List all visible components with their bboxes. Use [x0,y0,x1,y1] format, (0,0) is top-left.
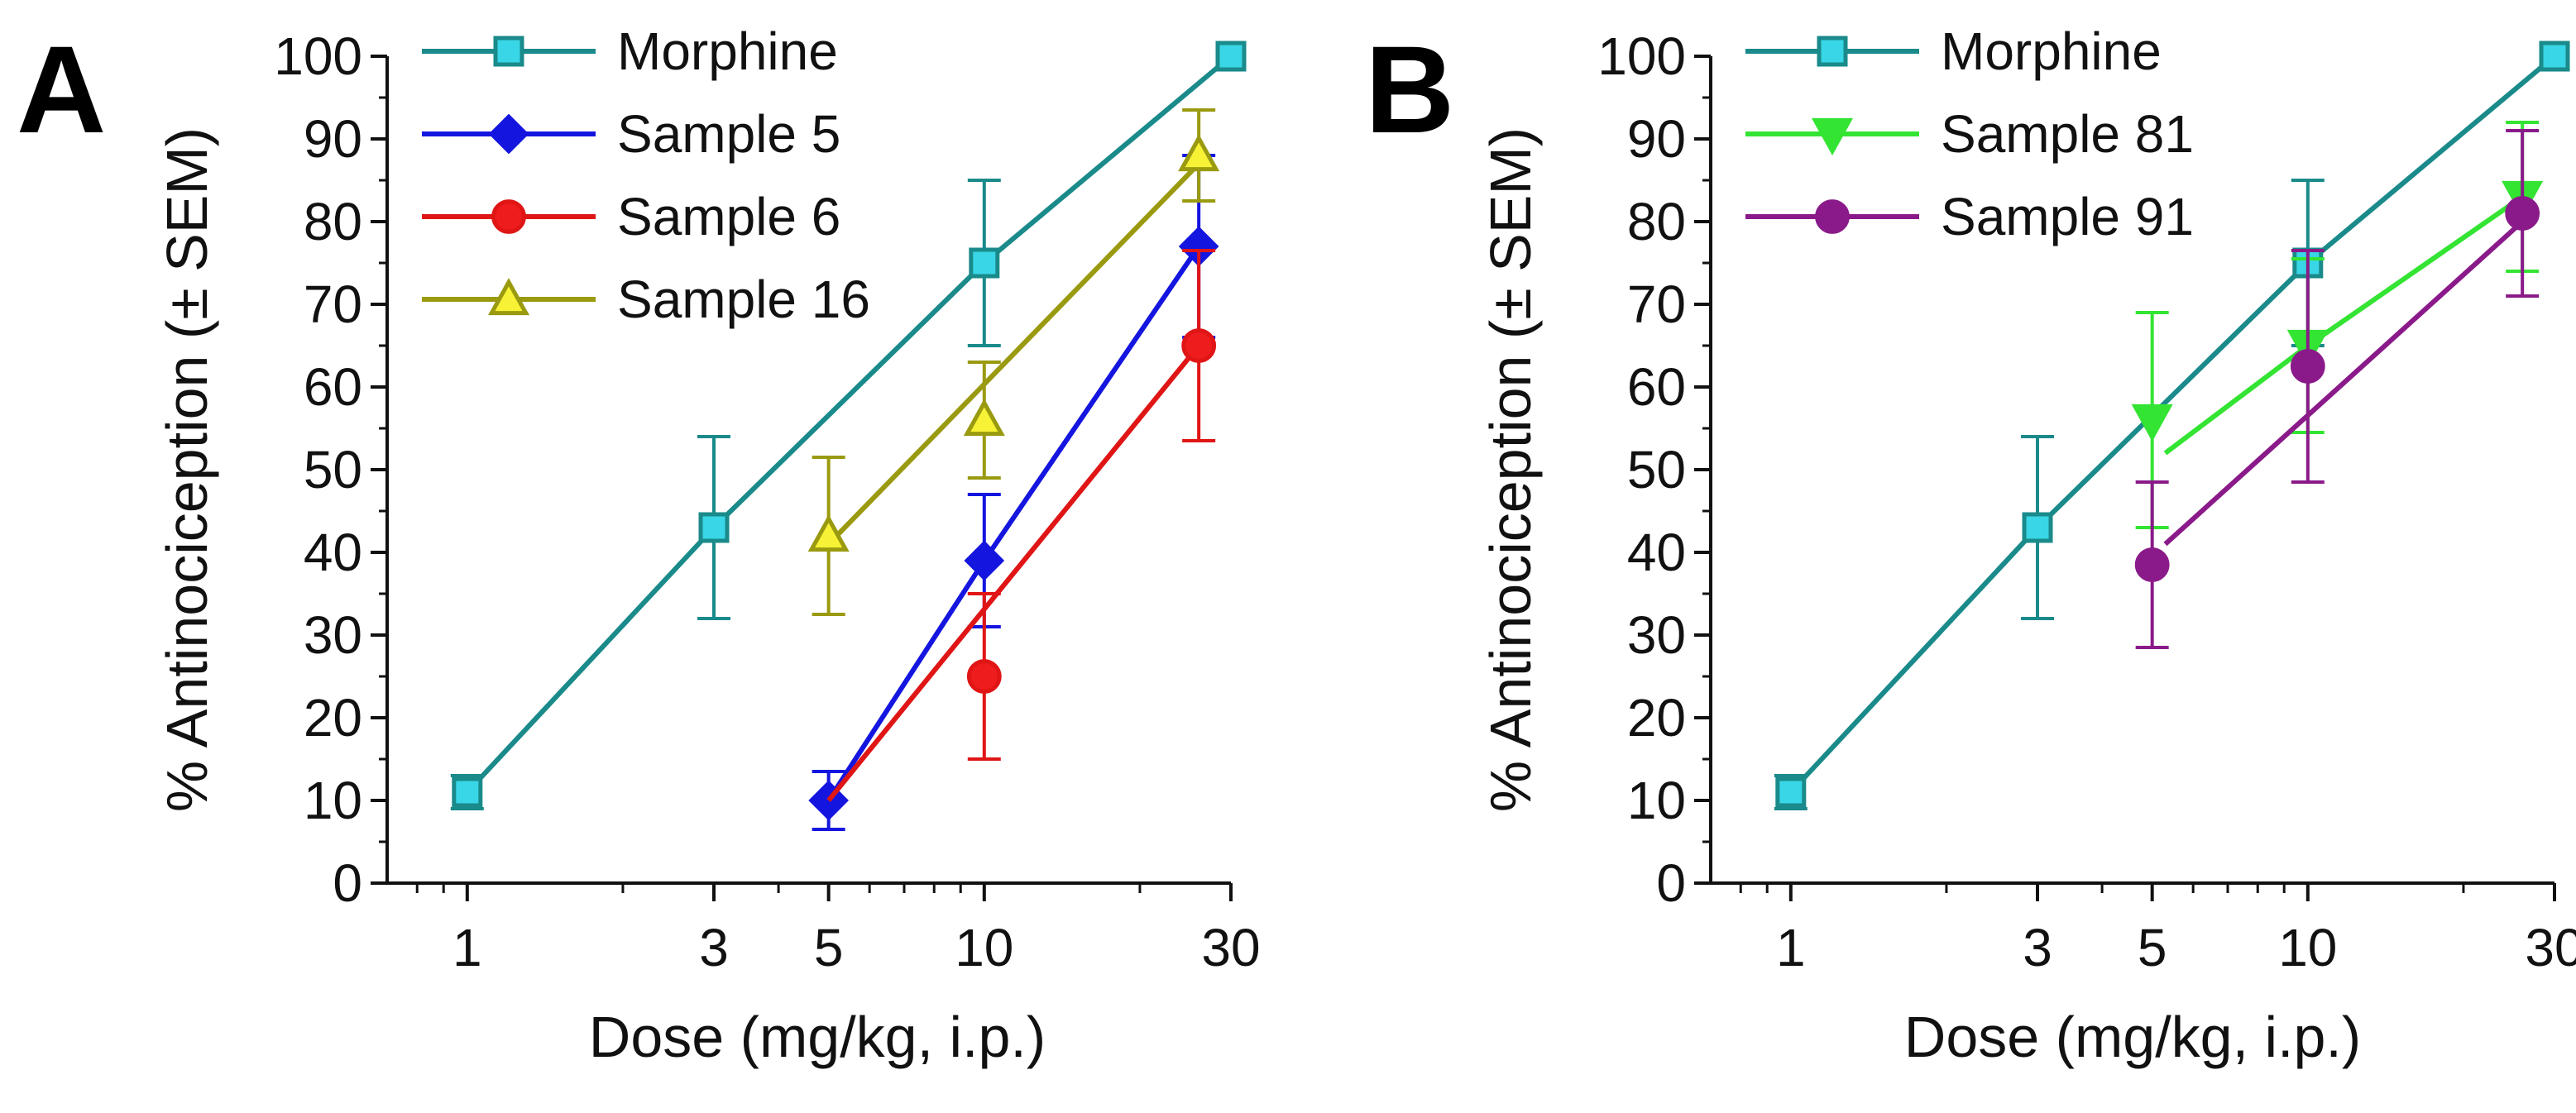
x-tick-label: 3 [2023,918,2052,977]
y-tick-label: 90 [1627,109,1686,169]
y-tick-label: 90 [304,109,362,169]
x-tick-label: 3 [699,918,729,977]
legend-b: Morphine Sample 81 Sample 91 [1745,21,2194,246]
y-tick-label: 20 [304,688,362,748]
legend-marker [1817,36,1848,67]
series-line [465,54,1233,795]
data-point [2505,196,2540,231]
y-tick-label: 70 [304,275,362,334]
data-point [2022,512,2053,543]
series-sample-91 [2134,129,2540,649]
data-point [966,659,1002,694]
y-tick-label: 30 [1627,605,1686,665]
y-tick-label: 100 [1597,26,1686,86]
panel-label-a: A [17,20,106,159]
legend-label: Sample 81 [1941,104,2194,164]
legend-label: Sample 91 [1941,187,2194,246]
y-tick-label: 10 [1627,771,1686,830]
y-tick-label: 50 [304,440,362,499]
series-sample-16 [807,108,1220,616]
data-point [2290,349,2325,384]
series-morphine [450,41,1247,810]
x-axis-label-b: Dose (mg/kg, i.p.) [1904,1005,2361,1069]
x-tick-label: 10 [955,918,1013,977]
y-tick-label: 80 [1627,192,1686,251]
y-tick-label: 40 [1627,523,1686,582]
y-tick-label: 10 [304,771,362,830]
data-point [807,514,850,552]
y-tick-label: 20 [1627,688,1686,748]
x-tick-label: 10 [2278,918,2337,977]
legend-marker [488,113,529,155]
data-point [1181,328,1217,363]
series-sample-81 [2131,121,2544,529]
series-line [826,245,1201,802]
panel-label-b: B [1365,20,1454,159]
series-line [1788,54,2556,795]
y-tick-label: 0 [1656,853,1686,913]
data-point [698,512,730,543]
series-line [2163,219,2525,547]
data-point [452,776,483,808]
y-tick-label: 80 [304,192,362,251]
x-tick-label: 30 [1201,918,1260,977]
legend-a: Morphine Sample 5 Sample 6 Sample 16 [422,21,870,329]
legend-marker [487,278,530,316]
legend-marker [1815,199,1850,234]
y-tick-label: 0 [333,853,362,913]
series-line [826,161,1201,547]
y-tick-label: 60 [304,357,362,417]
legend-label: Sample 5 [617,104,840,164]
x-tick-label: 1 [1776,918,1806,977]
data-point [2134,547,2170,582]
x-tick-label: 5 [2138,918,2167,977]
data-point [2131,404,2173,442]
legend-marker [1811,117,1854,155]
x-tick-label: 5 [814,918,844,977]
x-tick-label: 1 [452,918,482,977]
legend-marker [493,36,524,67]
y-tick-label: 60 [1627,357,1686,417]
y-tick-label: 100 [274,26,362,86]
legend-marker [491,199,526,234]
x-tick-label: 30 [2525,918,2576,977]
y-tick-label: 70 [1627,275,1686,334]
series-layer-b [1774,41,2570,810]
series-line [826,344,1201,802]
data-point [1215,41,1247,72]
data-point [2539,41,2570,72]
y-axis-label-a: % Antinociception (± SEM) [155,127,219,812]
y-axis-label-b: % Antinociception (± SEM) [1478,127,1543,812]
legend-label: Sample 6 [617,187,840,246]
x-axis-label-a: Dose (mg/kg, i.p.) [589,1005,1046,1069]
series-sample-6 [826,249,1217,802]
series-sample-5 [808,154,1219,831]
y-tick-label: 40 [304,523,362,582]
panel-b-chart: B 0 10 20 30 40 50 60 70 80 90 100 1 3 5 10 30 Morphine… [1365,20,2576,1069]
series-layer-a [450,41,1247,831]
data-point [1775,776,1807,808]
data-point [969,247,1000,279]
legend-label: Morphine [617,21,838,81]
data-point [963,399,1005,437]
axes-b: 0 10 20 30 40 50 60 70 80 90 100 1 3 5 10 30 [1597,26,2576,977]
data-point [1178,134,1220,172]
legend-label: Morphine [1941,21,2162,81]
data-point [964,540,1005,581]
y-tick-label: 30 [304,605,362,665]
y-tick-label: 50 [1627,440,1686,499]
legend-label: Sample 16 [617,270,870,329]
axes-a: 0 10 20 30 40 50 60 70 80 90 100 1 3 5 10 30 [274,26,1260,977]
panel-a-chart: A 0 10 20 30 40 50 60 70 80 90 100 1 3 5 10 30 Morphine… [17,20,1261,1069]
